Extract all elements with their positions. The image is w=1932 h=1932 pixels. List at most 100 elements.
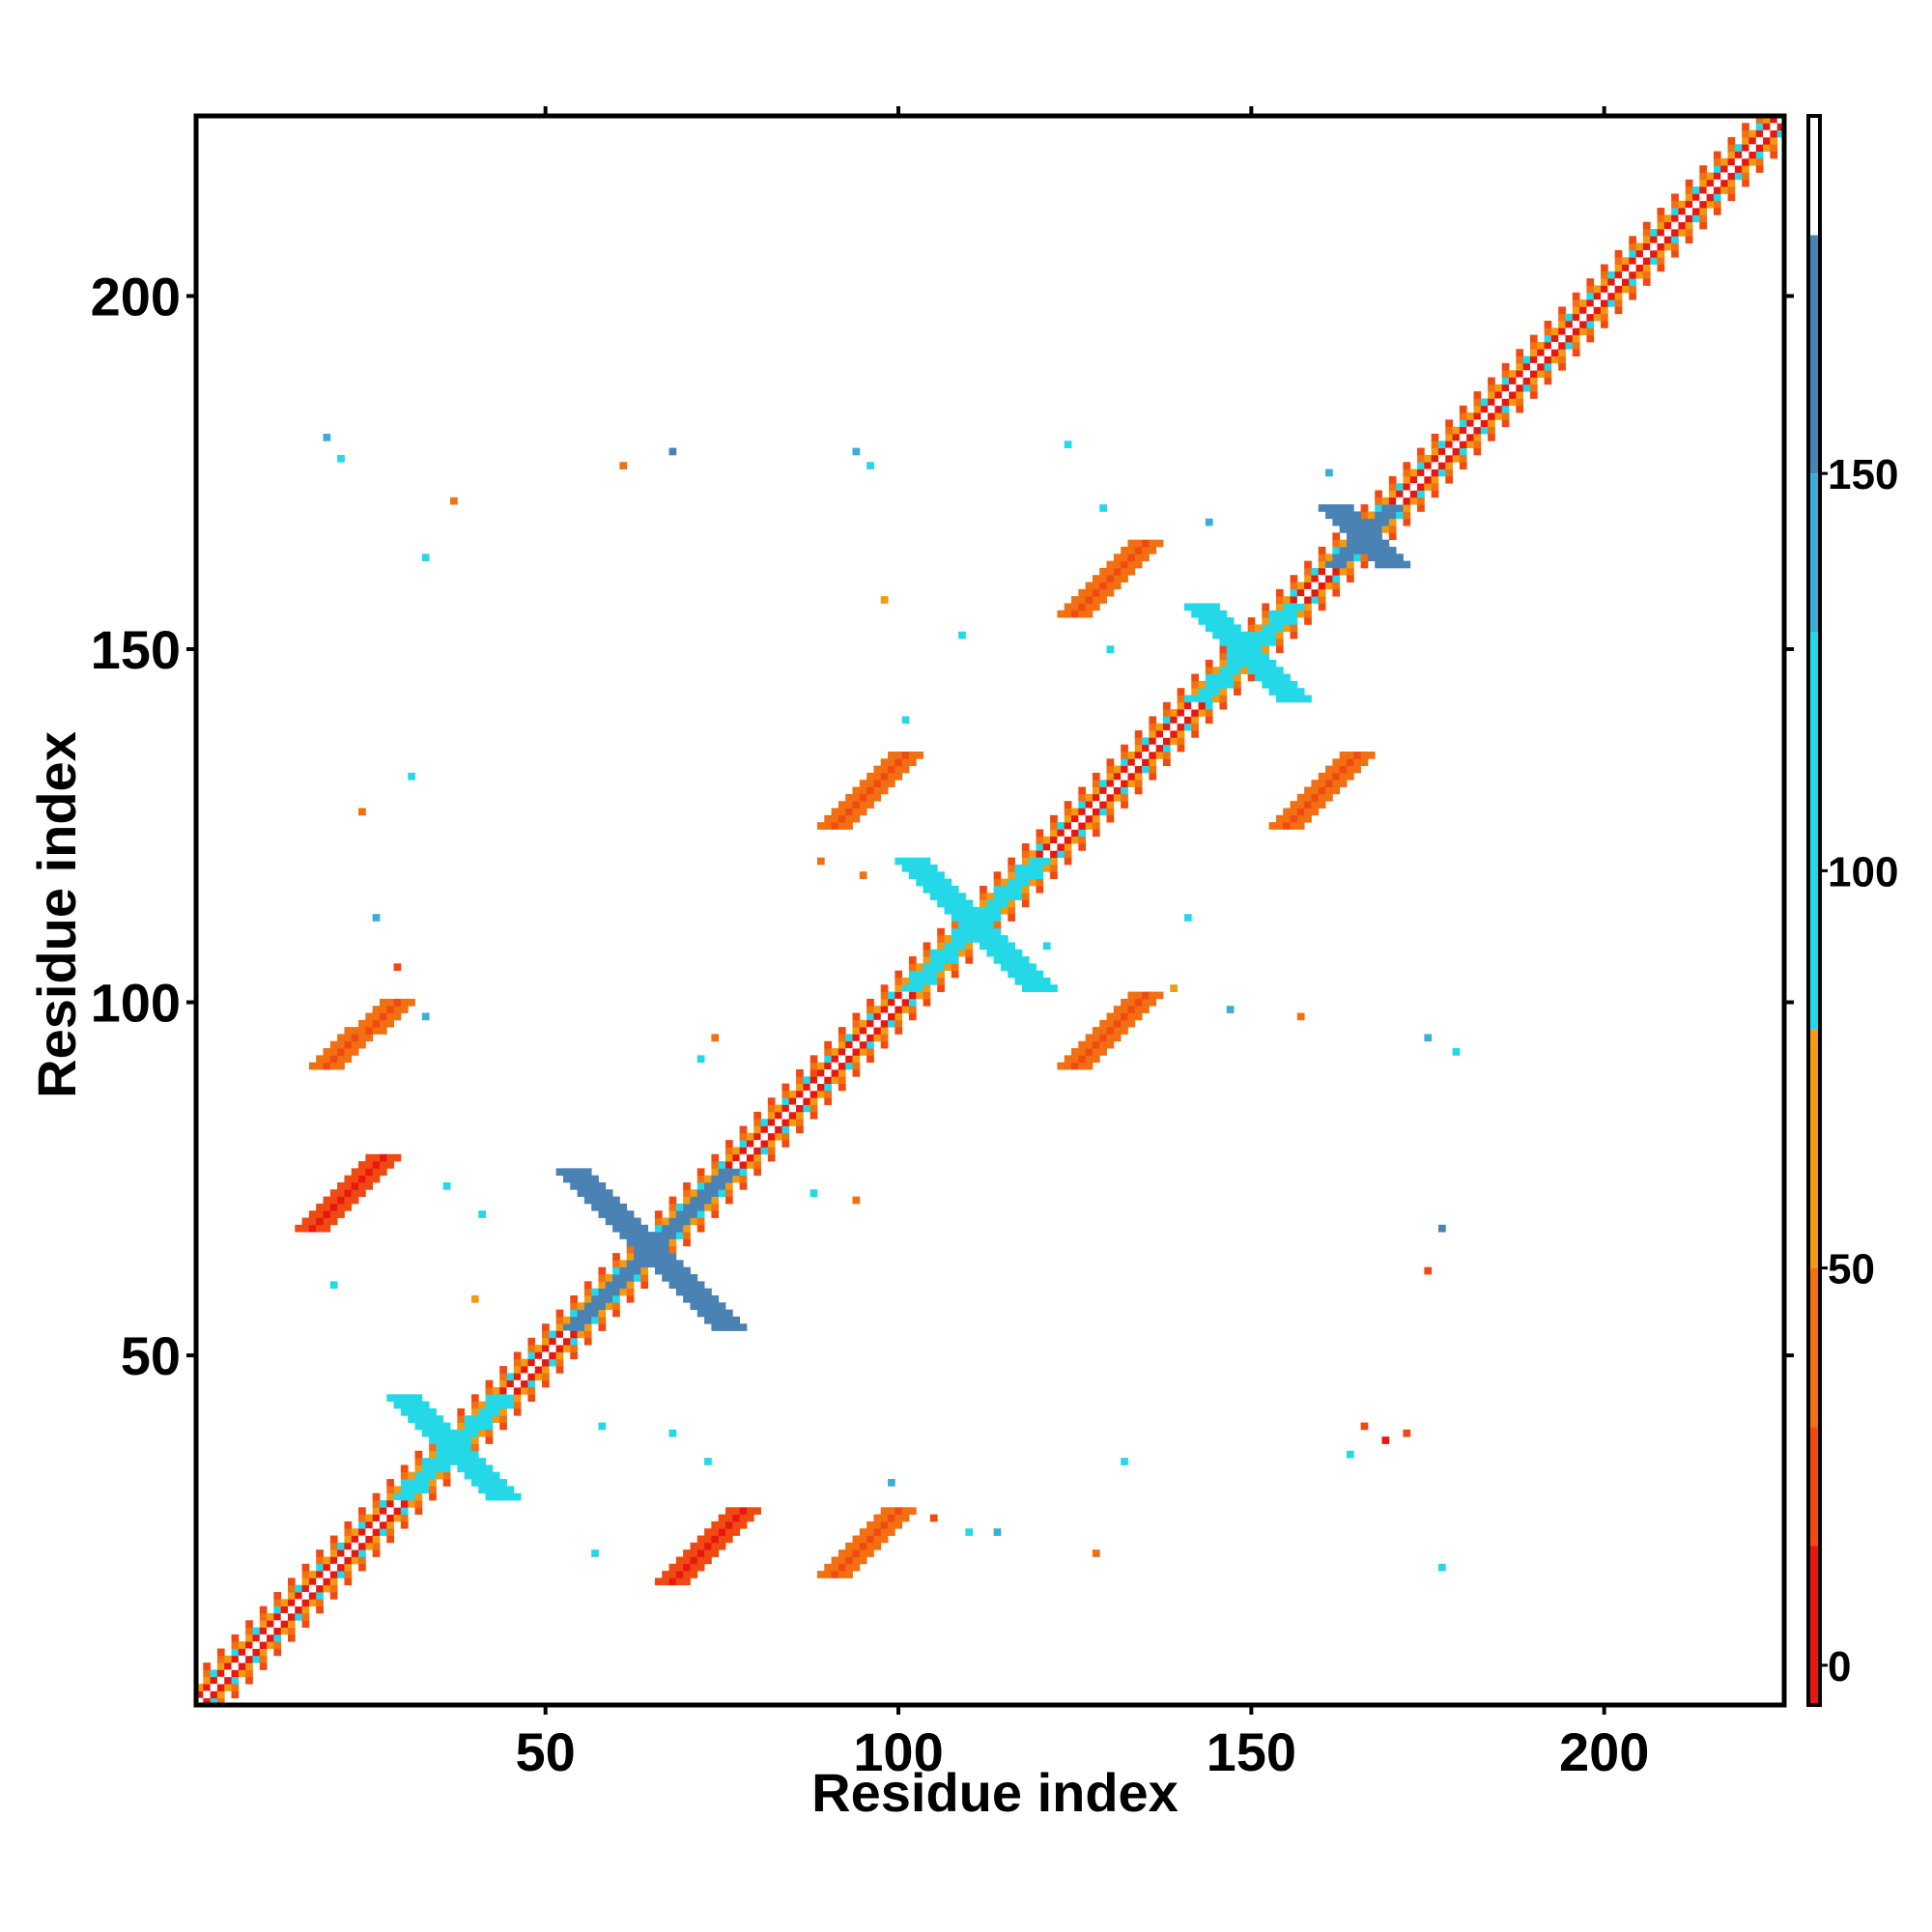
heatmap-cell	[888, 1528, 895, 1536]
heatmap-cell	[859, 801, 867, 809]
heatmap-cell	[880, 1514, 889, 1522]
heatmap-cell	[1113, 567, 1122, 576]
heatmap-cell	[1275, 822, 1284, 830]
heatmap-cell	[888, 998, 895, 1007]
heatmap-cell	[696, 1288, 705, 1296]
heatmap-cell	[267, 1612, 274, 1621]
heatmap-cell	[605, 1196, 613, 1205]
heatmap-cell	[1403, 475, 1411, 484]
heatmap-cell	[337, 1034, 345, 1042]
heatmap-cell	[781, 1132, 790, 1141]
heatmap-cell	[1021, 878, 1030, 887]
heatmap-cell	[1360, 546, 1369, 554]
heatmap-cell	[1544, 327, 1552, 336]
heatmap-cell	[1149, 765, 1157, 774]
heatmap-cell	[1234, 680, 1241, 689]
heatmap-cell	[1403, 483, 1411, 491]
heatmap-cell	[1339, 780, 1348, 787]
heatmap-cell	[1431, 454, 1439, 463]
heatmap-cell	[203, 1676, 212, 1685]
heatmap-cell	[1078, 1048, 1087, 1056]
heatmap-cell	[1121, 772, 1128, 781]
heatmap-cell	[711, 1535, 720, 1544]
heatmap-cell	[908, 998, 917, 1007]
heatmap-cell	[1240, 667, 1249, 674]
heatmap-cell	[704, 1458, 712, 1465]
heatmap-cell	[344, 1196, 353, 1205]
heatmap-cell	[1163, 737, 1171, 746]
heatmap-cell	[1445, 419, 1453, 428]
heatmap-cell	[301, 1620, 310, 1628]
heatmap-cell	[1375, 511, 1382, 520]
heatmap-cell	[668, 1274, 677, 1282]
heatmap-cell	[1085, 610, 1094, 618]
heatmap-cell	[1601, 306, 1608, 315]
heatmap-cell	[1529, 349, 1538, 356]
heatmap-cell	[231, 1690, 240, 1699]
heatmap-cell	[316, 1563, 324, 1572]
heatmap-cell	[1311, 582, 1320, 590]
heatmap-cell	[1516, 349, 1524, 356]
heatmap-cell	[414, 1401, 423, 1409]
heatmap-cell	[1127, 567, 1136, 576]
heatmap-cell	[1403, 511, 1411, 520]
heatmap-cell	[1572, 334, 1580, 343]
heatmap-cell	[1332, 554, 1341, 561]
heatmap-cell	[308, 1224, 317, 1233]
heatmap-cell	[683, 1266, 691, 1275]
heatmap-cell	[810, 1083, 818, 1092]
heatmap-cell	[895, 1507, 903, 1515]
heatmap-cell	[316, 1577, 324, 1586]
heatmap-cell	[527, 1345, 536, 1352]
heatmap-cell	[372, 1528, 381, 1536]
heatmap-cell	[873, 1535, 882, 1544]
heatmap-cell	[1078, 596, 1087, 604]
heatmap-cell	[1353, 752, 1361, 759]
heatmap-cell	[810, 1055, 818, 1064]
heatmap-cell	[470, 1429, 479, 1437]
heatmap-cell	[224, 1676, 232, 1685]
heatmap-cell	[506, 1379, 515, 1388]
heatmap-cell	[1092, 1040, 1100, 1049]
colorbar-bin	[1808, 116, 1820, 236]
heatmap-cell	[1036, 885, 1044, 894]
heatmap-cell	[831, 808, 839, 816]
heatmap-cell	[1247, 624, 1256, 633]
heatmap-cell	[1403, 1429, 1411, 1437]
heatmap-cell	[711, 1161, 720, 1169]
heatmap-cell	[1163, 723, 1171, 731]
heatmap-cell	[1763, 123, 1771, 131]
heatmap-cell	[1134, 539, 1143, 548]
heatmap-cell	[534, 1358, 543, 1367]
heatmap-cell	[923, 963, 931, 972]
heatmap-cell	[527, 1379, 536, 1388]
heatmap-cell	[203, 1684, 212, 1691]
heatmap-cell	[287, 1627, 296, 1635]
heatmap-cell	[796, 1090, 804, 1098]
heatmap-cell	[506, 1387, 515, 1395]
heatmap-cell	[838, 814, 846, 823]
heatmap-cell	[351, 1549, 359, 1557]
heatmap-cell	[1042, 977, 1051, 985]
heatmap-cell	[1770, 116, 1778, 124]
heatmap-cell	[696, 1294, 705, 1303]
heatmap-cell	[1155, 991, 1164, 1000]
heatmap-cell	[690, 1203, 698, 1211]
heatmap-cell	[1134, 737, 1143, 746]
heatmap-cell	[1183, 723, 1192, 731]
heatmap-cell	[252, 1641, 261, 1649]
heatmap-cell	[675, 1210, 684, 1218]
heatmap-cell	[400, 1486, 409, 1494]
heatmap-cell	[429, 1464, 437, 1473]
heatmap-cell	[640, 1253, 649, 1261]
heatmap-cell	[1029, 850, 1037, 859]
heatmap-cell	[1234, 688, 1241, 696]
heatmap-cell	[1346, 758, 1354, 767]
heatmap-cell	[1036, 836, 1044, 844]
heatmap-cell	[1014, 885, 1023, 894]
heatmap-cell	[358, 1556, 366, 1565]
heatmap-cell	[408, 1407, 415, 1416]
heatmap-cell	[1099, 808, 1107, 816]
heatmap-cell	[1155, 723, 1164, 731]
heatmap-cell	[1042, 836, 1051, 844]
